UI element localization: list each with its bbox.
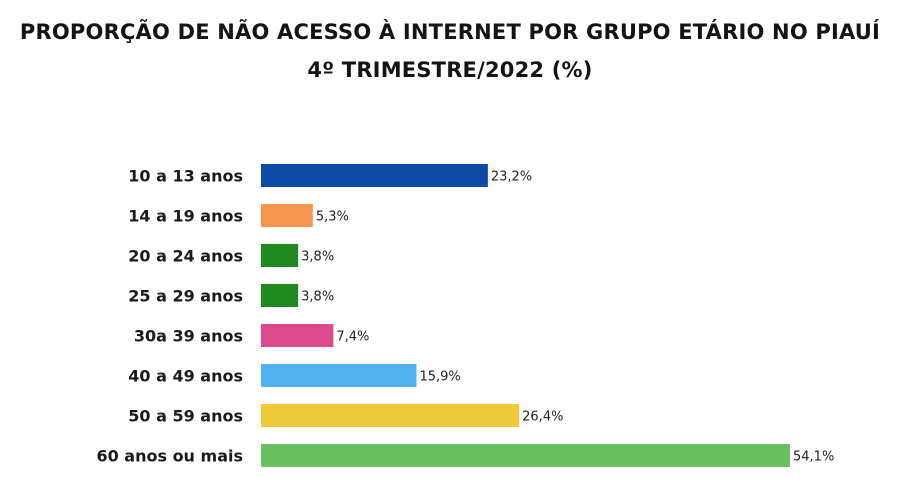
bar: [261, 404, 520, 427]
value-label: 54,1%: [793, 450, 834, 465]
category-label: 20 a 24 anos: [128, 247, 243, 266]
bar: [261, 324, 334, 347]
bar: [261, 444, 790, 467]
chart-title: PROPORÇÃO DE NÃO ACESSO À INTERNET POR G…: [19, 20, 881, 44]
value-label: 5,3%: [316, 210, 349, 225]
category-label: 50 a 59 anos: [128, 407, 243, 426]
bar: [261, 204, 313, 227]
category-label: 25 a 29 anos: [128, 287, 243, 306]
value-label: 3,8%: [301, 290, 334, 305]
value-label: 3,8%: [301, 250, 334, 265]
chart-subtitle: 4º TRIMESTRE/2022 (%): [307, 58, 593, 82]
category-label: 60 anos ou mais: [96, 447, 243, 466]
bar: [261, 284, 299, 307]
category-label: 40 a 49 anos: [128, 367, 243, 386]
bar: [261, 364, 417, 387]
value-label: 26,4%: [522, 410, 563, 425]
value-label: 15,9%: [419, 370, 460, 385]
value-label: 23,2%: [491, 170, 532, 185]
category-label: 10 a 13 anos: [128, 167, 243, 186]
category-label: 30a 39 anos: [134, 327, 243, 346]
value-label: 7,4%: [336, 330, 369, 345]
bar: [261, 164, 488, 187]
category-label: 14 a 19 anos: [128, 207, 243, 226]
bar: [261, 244, 299, 267]
